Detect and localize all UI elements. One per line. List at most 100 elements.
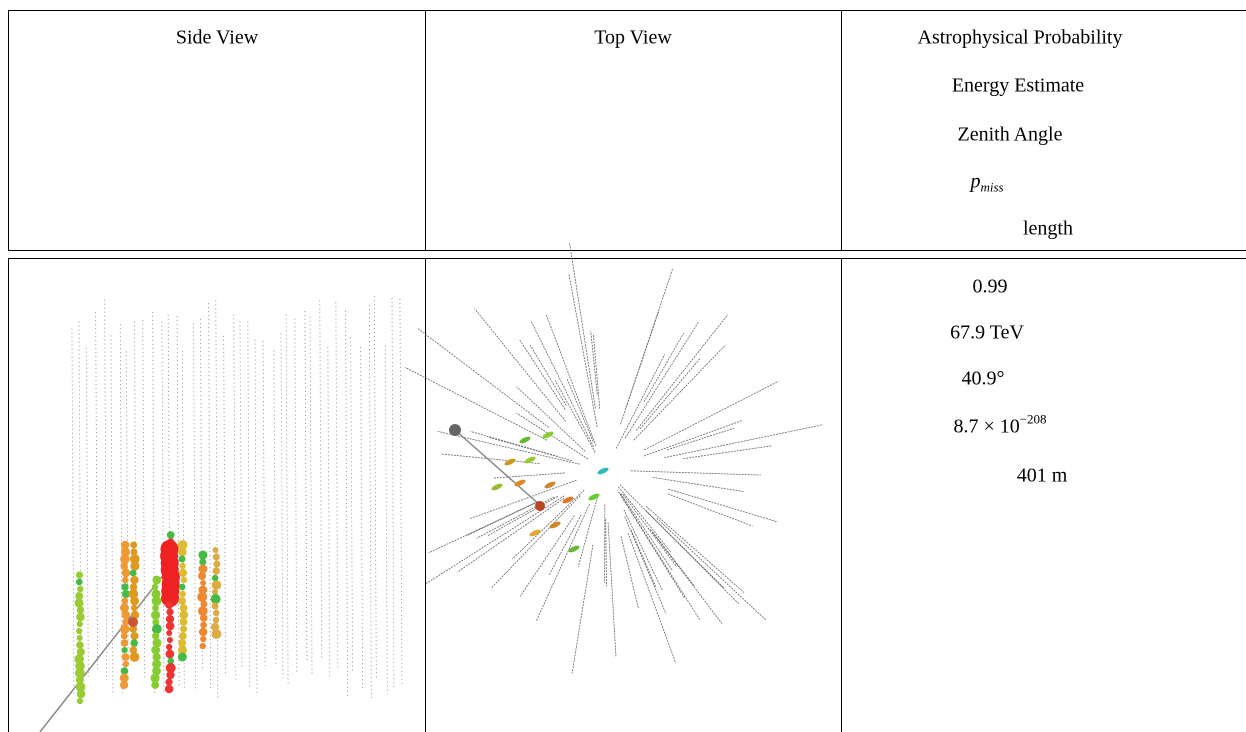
detector-string (476, 496, 555, 539)
detector-string (571, 544, 594, 674)
hit (75, 592, 84, 600)
detector-string (95, 312, 99, 669)
hit (211, 580, 222, 590)
detector-string (639, 358, 701, 430)
detector-string (71, 328, 75, 696)
rule (8, 250, 1246, 251)
detector-string (119, 324, 123, 693)
hit (122, 618, 130, 626)
hit (212, 609, 220, 617)
detector-string (627, 533, 677, 664)
hit (529, 529, 541, 537)
hit (150, 673, 160, 683)
hit (75, 661, 85, 671)
hit (152, 652, 161, 662)
mantissa: 8.7 × 10 (953, 415, 1020, 438)
quantity-name: Energy Estimate (951, 74, 1085, 97)
detector-string (624, 516, 667, 614)
rule (8, 258, 9, 732)
hit (121, 610, 131, 620)
hit (76, 606, 85, 614)
quantity-value: 40.9° (961, 367, 1005, 390)
hit (121, 583, 129, 591)
detector-string (530, 320, 594, 448)
hit (568, 545, 580, 553)
detector-string (223, 335, 227, 675)
detector-string (607, 522, 617, 657)
detector-string (619, 484, 725, 589)
detector-string (511, 489, 585, 560)
hit (74, 598, 84, 608)
detector-string (529, 344, 567, 406)
subscript: miss (980, 179, 1004, 195)
detector-string (233, 314, 237, 683)
detector-string (667, 427, 735, 451)
hit (212, 567, 221, 575)
hit (74, 654, 85, 664)
hit (151, 583, 159, 591)
detector-string (437, 430, 580, 465)
hit (130, 631, 139, 641)
hit (177, 645, 188, 655)
hit (211, 629, 222, 639)
hit (129, 646, 138, 654)
detector-string (309, 316, 313, 677)
hit (121, 568, 131, 578)
hit (152, 666, 161, 676)
hit (544, 481, 556, 489)
hit (200, 635, 207, 643)
hit (130, 596, 139, 606)
detector-string (652, 531, 696, 588)
rule (425, 10, 426, 250)
track (454, 429, 541, 506)
detector-string (620, 536, 639, 609)
column-header: Side View (175, 26, 259, 49)
detector-string (590, 331, 598, 395)
quantity-name: pmiss (970, 171, 1003, 196)
detector-string (391, 298, 395, 689)
hit (164, 684, 174, 694)
hit (120, 562, 128, 570)
hit (198, 627, 208, 637)
hit (152, 632, 160, 640)
detector-string (360, 347, 364, 691)
rule (841, 258, 842, 732)
detector-string (404, 366, 548, 441)
detector-string (304, 311, 308, 662)
detector-string (161, 321, 165, 691)
hit (121, 646, 128, 654)
hit (178, 583, 186, 591)
hit (180, 576, 188, 584)
detector-string (577, 496, 599, 567)
detector-string (625, 267, 674, 408)
hit (120, 639, 129, 647)
hit (120, 667, 129, 675)
hit (151, 589, 161, 599)
detector-string (457, 498, 565, 573)
exponent: −208 (1019, 411, 1047, 427)
detector-string (294, 318, 298, 673)
hit (179, 610, 189, 620)
detector-string (643, 332, 685, 403)
quantity-value: 67.9 TeV (950, 321, 1024, 344)
quantity-name: Astrophysical Probability (917, 26, 1123, 49)
detector-string (417, 327, 550, 428)
hit (77, 585, 84, 593)
hit (76, 647, 85, 657)
detector-string (592, 334, 601, 409)
hit (179, 618, 188, 626)
detector-string (622, 493, 677, 567)
hit (151, 596, 162, 606)
detector-string (193, 323, 196, 691)
detector-string (516, 386, 586, 452)
hit (152, 659, 162, 669)
hit (129, 625, 138, 633)
hit (76, 697, 84, 705)
detector-string (335, 302, 339, 669)
hit (121, 589, 130, 599)
detector-string (668, 488, 778, 523)
hit (177, 540, 188, 550)
detector-string (465, 501, 538, 537)
detector-string (569, 242, 596, 409)
